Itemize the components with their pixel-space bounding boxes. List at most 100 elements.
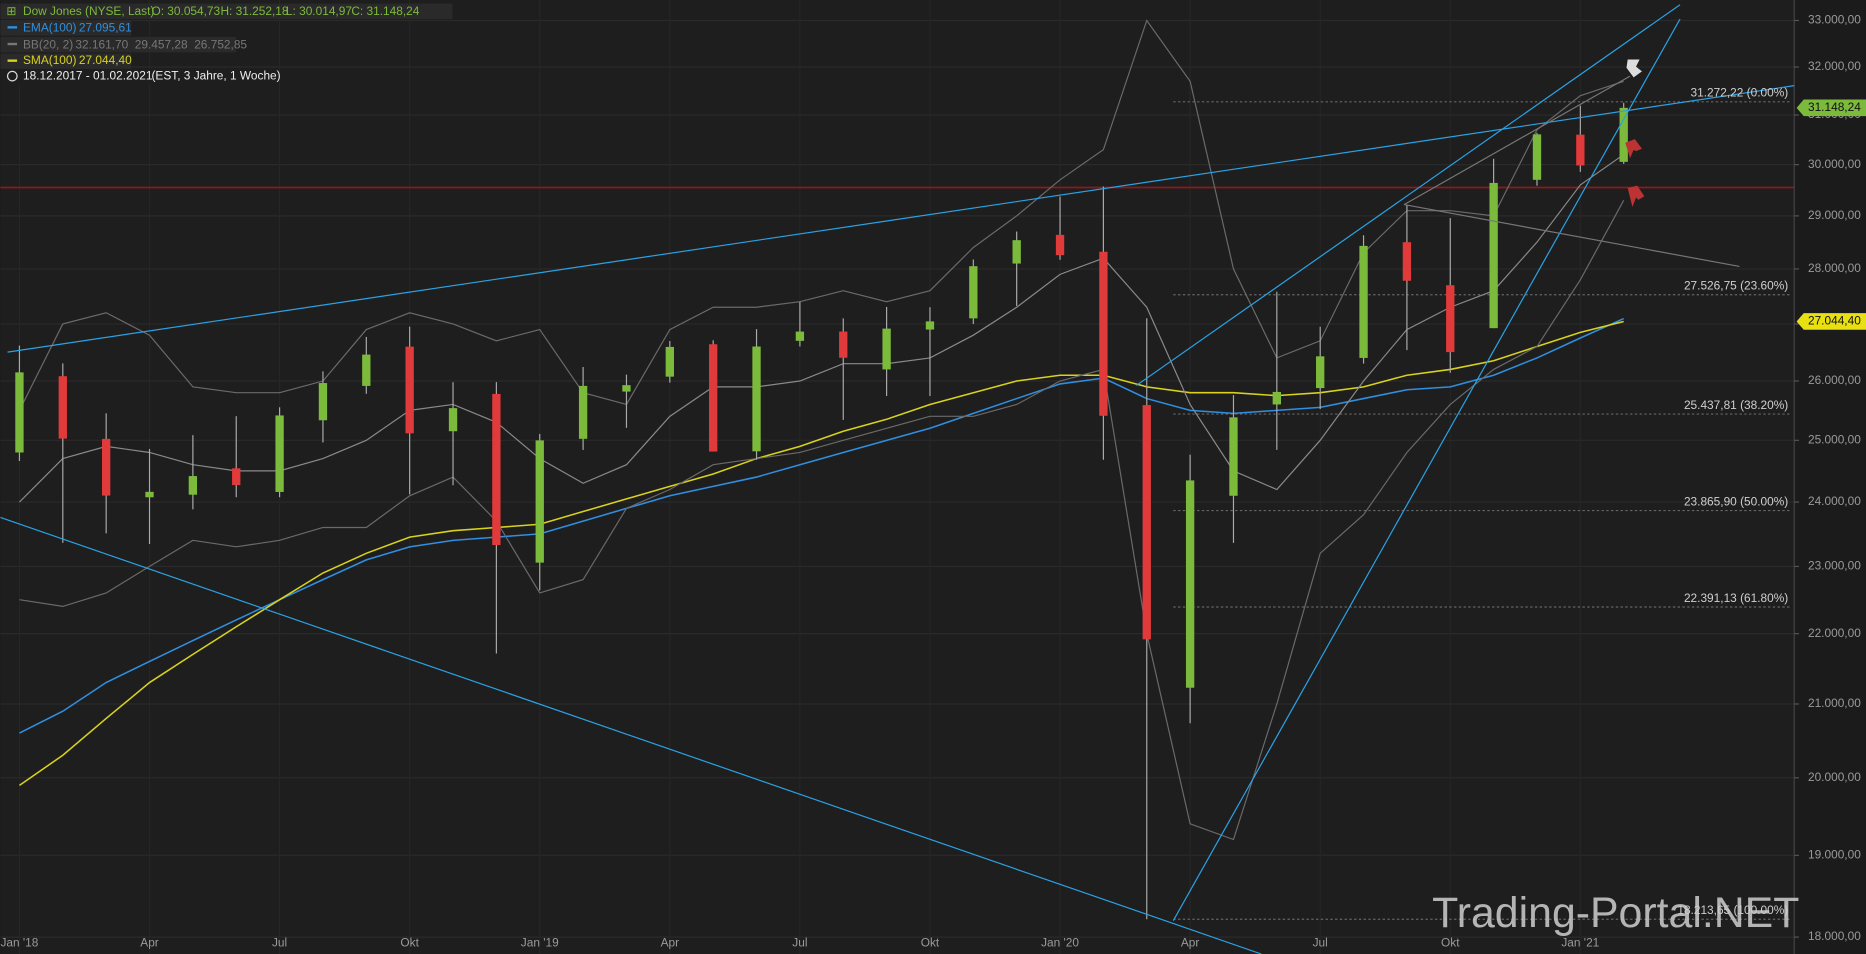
icon: ⊞ xyxy=(6,4,16,18)
legend-bg xyxy=(0,20,132,36)
candle-body xyxy=(839,331,848,358)
x-tick-label: Jan '19 xyxy=(521,935,559,949)
y-tick-label: 24.000,00 xyxy=(1808,494,1861,508)
legend-name: BB(20, 2) xyxy=(23,37,73,51)
x-tick-label: Jul xyxy=(1313,935,1328,949)
plot xyxy=(0,19,1795,920)
indicator-line xyxy=(19,154,1625,503)
candle-body xyxy=(969,266,978,319)
legend-swatch xyxy=(7,42,18,46)
candle-body xyxy=(1402,242,1412,281)
legend-bg xyxy=(0,3,453,20)
candle-body xyxy=(145,491,154,498)
arrow-icon xyxy=(1626,59,1642,78)
x-tick-label: Okt xyxy=(921,935,940,949)
x-tick-label: Apr xyxy=(1181,935,1200,949)
legend-bg xyxy=(0,53,132,69)
candle-body xyxy=(1012,240,1021,264)
candle-body xyxy=(1446,285,1455,353)
fib-label: 22.391,13 (61.80%) xyxy=(1684,591,1788,605)
y-tick-label: 18.000,00 xyxy=(1808,929,1861,943)
x-tick-label: Jul xyxy=(272,935,287,949)
y-tick-label: 28.000,00 xyxy=(1808,261,1861,275)
fib-label: 18.213,65 (100.00%) xyxy=(1677,903,1788,917)
ohlc: O: 30.054,73 xyxy=(151,4,220,18)
legend-bg xyxy=(0,68,275,85)
trend-line xyxy=(1403,75,1631,206)
y-tick-label: 23.000,00 xyxy=(1808,559,1861,573)
candle-body xyxy=(232,468,241,486)
candle-body xyxy=(1576,134,1585,166)
arrow-icon xyxy=(1627,185,1645,207)
candle-body xyxy=(275,415,284,492)
fib-label: 23.865,90 (50.00%) xyxy=(1684,494,1788,508)
legend-value: 27.095,61 xyxy=(79,21,132,35)
x-tick-label: Apr xyxy=(661,935,680,949)
candle-body xyxy=(405,346,414,434)
ohlc: H: 31.252,18 xyxy=(220,4,288,18)
indicator-line xyxy=(19,200,1625,841)
candle-body xyxy=(448,408,458,432)
x-tick-label: Apr xyxy=(140,935,159,949)
candle-body xyxy=(492,393,501,546)
trend-line xyxy=(1136,4,1681,386)
candle-body xyxy=(15,372,24,453)
fib-label: 25.437,81 (38.20%) xyxy=(1684,398,1788,412)
y-tick-label: 25.000,00 xyxy=(1808,432,1861,446)
candle-body xyxy=(752,346,761,452)
y-tick-label: 30.000,00 xyxy=(1808,157,1861,171)
candle-body xyxy=(318,383,328,421)
x-tick-label: Jan '18 xyxy=(0,935,38,949)
candle-body xyxy=(1099,251,1108,416)
y-tick-label: 21.000,00 xyxy=(1808,696,1861,710)
arrow-icon xyxy=(1625,139,1642,159)
price-badge xyxy=(1796,99,1866,117)
y-tick-label: 22.000,00 xyxy=(1808,626,1861,640)
candle-body xyxy=(1229,417,1238,496)
candle-body xyxy=(1316,356,1325,389)
price-badge xyxy=(1796,313,1866,330)
plot-area xyxy=(0,0,1794,954)
candle-body xyxy=(1185,480,1195,688)
legend-bg xyxy=(0,36,236,53)
price-badge-label: 31.148,24 xyxy=(1808,100,1861,114)
candle-body xyxy=(1489,182,1498,329)
x-tick-label: Okt xyxy=(400,935,419,949)
instrument: Dow Jones (NYSE, Last) xyxy=(23,4,154,18)
indicator-line xyxy=(18,19,1624,411)
candle-body xyxy=(362,354,371,386)
fib-label: 31.272,22 (0.00%) xyxy=(1691,86,1789,100)
candle-body xyxy=(1359,245,1368,358)
trend-line xyxy=(0,516,1262,954)
trend-line xyxy=(7,85,1795,353)
watermark: Trading-Portal.NET xyxy=(1432,889,1799,937)
x-tick-label: Jul xyxy=(792,935,807,949)
trend-line xyxy=(1172,18,1681,921)
date-range: 18.12.2017 - 01.02.2021 xyxy=(23,68,153,82)
y-tick-label: 26.000,00 xyxy=(1808,373,1861,387)
x-tick-label: Okt xyxy=(1441,935,1460,949)
candle-body xyxy=(1619,107,1628,162)
legend-value: 32.161,70 29.457,28 26.752,85 xyxy=(75,37,247,51)
ohlc: C: 31.148,24 xyxy=(351,4,419,18)
legend-value: 27.044,40 xyxy=(79,53,132,67)
candle-body xyxy=(1272,391,1281,405)
candle-body xyxy=(665,346,674,377)
y-tick-label: 20.000,00 xyxy=(1808,770,1861,784)
clock-icon xyxy=(6,70,18,82)
legend-name: EMA(100) xyxy=(23,21,77,35)
candle-body xyxy=(925,321,935,330)
candle-body xyxy=(188,476,198,495)
y-tick-label: 19.000,00 xyxy=(1808,847,1861,861)
date-note: (EST, 3 Jahre, 1 Woche) xyxy=(151,68,280,82)
candle-body xyxy=(709,344,718,452)
y-tick-label: 29.000,00 xyxy=(1808,208,1861,222)
candle-body xyxy=(882,328,891,370)
candle-body xyxy=(578,385,588,439)
candle-body xyxy=(101,438,111,496)
indicator-line xyxy=(19,320,1624,786)
y-tick-label: 33.000,00 xyxy=(1808,13,1861,27)
legend: ⊞ Dow Jones (NYSE, Last) O: 30.054,73 H:… xyxy=(0,3,453,85)
candle-body xyxy=(795,331,805,341)
